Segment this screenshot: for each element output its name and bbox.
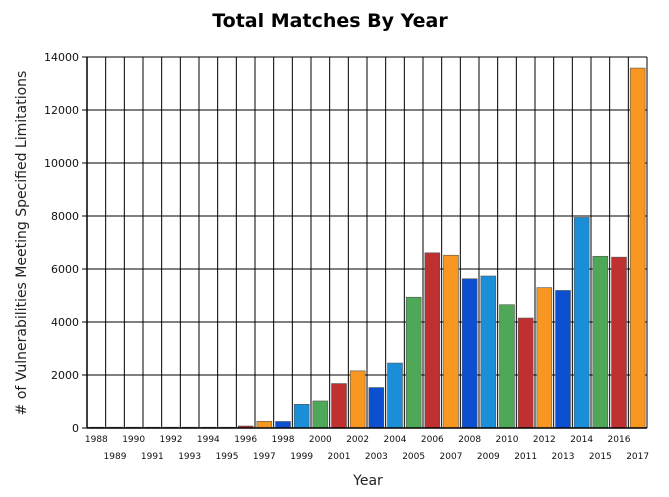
bar-2016 <box>611 256 627 429</box>
x-tick-label: 2012 <box>533 435 556 445</box>
x-tick-label: 1989 <box>104 452 127 462</box>
x-tick-label: 2003 <box>365 452 388 462</box>
x-tick-label: 2017 <box>626 452 649 462</box>
x-tick-label: 1991 <box>141 452 164 462</box>
x-tick-labels: 1988 1989 1990 1991 1992 1993 1994 1995 1996 1997… <box>85 435 649 462</box>
x-tick-label: 1990 <box>122 435 145 445</box>
bar-2006 <box>424 252 441 429</box>
x-tick-label: 1997 <box>253 452 276 462</box>
x-tick-label: 2010 <box>496 435 519 445</box>
y-axis-label: # of Vulnerabilities Meeting Specified L… <box>14 71 30 416</box>
x-tick-label: 1999 <box>290 452 313 462</box>
x-tick-label: 2015 <box>589 452 612 462</box>
x-tick-label: 2016 <box>608 435 631 445</box>
x-tick-label: 2011 <box>514 452 537 462</box>
x-tick-label: 1994 <box>197 435 220 445</box>
bar-2004 <box>387 362 403 429</box>
y-tick-label: 4000 <box>51 316 79 329</box>
x-tick-label: 2004 <box>384 435 407 445</box>
grid-lines <box>86 56 648 429</box>
x-tick-label: 1995 <box>216 452 239 462</box>
bar-1999 <box>293 404 310 429</box>
y-tick-label: 8000 <box>51 210 79 223</box>
bar-2010 <box>499 304 515 429</box>
bar-2001 <box>331 383 347 429</box>
x-tick-label: 2001 <box>328 452 351 462</box>
x-tick-label: 2005 <box>402 452 425 462</box>
bar-2011 <box>517 317 534 429</box>
chart-title: Total Matches By Year <box>212 10 448 32</box>
x-tick-label: 2000 <box>309 435 332 445</box>
y-tick-labels: 0 2000 4000 6000 8000 10000 12000 14000 <box>44 51 79 435</box>
axes <box>82 56 647 429</box>
bar-2015 <box>592 255 609 429</box>
x-tick-label: 2013 <box>552 452 575 462</box>
bars <box>88 67 646 429</box>
x-tick-label: 2008 <box>458 435 481 445</box>
bar-2002 <box>349 370 366 429</box>
bar-2007 <box>443 254 459 429</box>
bar-2012 <box>536 287 553 429</box>
x-tick-label: 2014 <box>570 435 593 445</box>
bar-2005 <box>405 296 422 429</box>
bar-2014 <box>573 217 590 429</box>
bar-1997 <box>256 421 273 429</box>
y-tick-label: 10000 <box>44 157 79 170</box>
bar-2017 <box>629 67 646 429</box>
y-tick-label: 6000 <box>51 263 79 276</box>
x-tick-label: 2007 <box>440 452 463 462</box>
y-tick-label: 0 <box>72 422 79 435</box>
y-tick-label: 2000 <box>51 369 79 382</box>
bar-2008 <box>461 278 478 429</box>
x-tick-label: 2009 <box>477 452 500 462</box>
x-tick-label: 1993 <box>178 452 201 462</box>
bar-2009 <box>480 275 497 429</box>
x-tick-label: 2002 <box>346 435 369 445</box>
x-tick-label: 1998 <box>272 435 295 445</box>
x-tick-label: 1996 <box>234 435 257 445</box>
x-tick-label: 1992 <box>160 435 183 445</box>
x-axis-label: Year <box>352 473 383 489</box>
x-tick-label: 1988 <box>85 435 108 445</box>
y-tick-label: 12000 <box>44 104 79 117</box>
y-tick-label: 14000 <box>44 51 79 64</box>
bar-2003 <box>368 387 385 429</box>
bar-2013 <box>555 290 571 429</box>
x-tick-label: 2006 <box>421 435 444 445</box>
bar-1998 <box>275 421 291 429</box>
bar-2000 <box>312 400 329 429</box>
